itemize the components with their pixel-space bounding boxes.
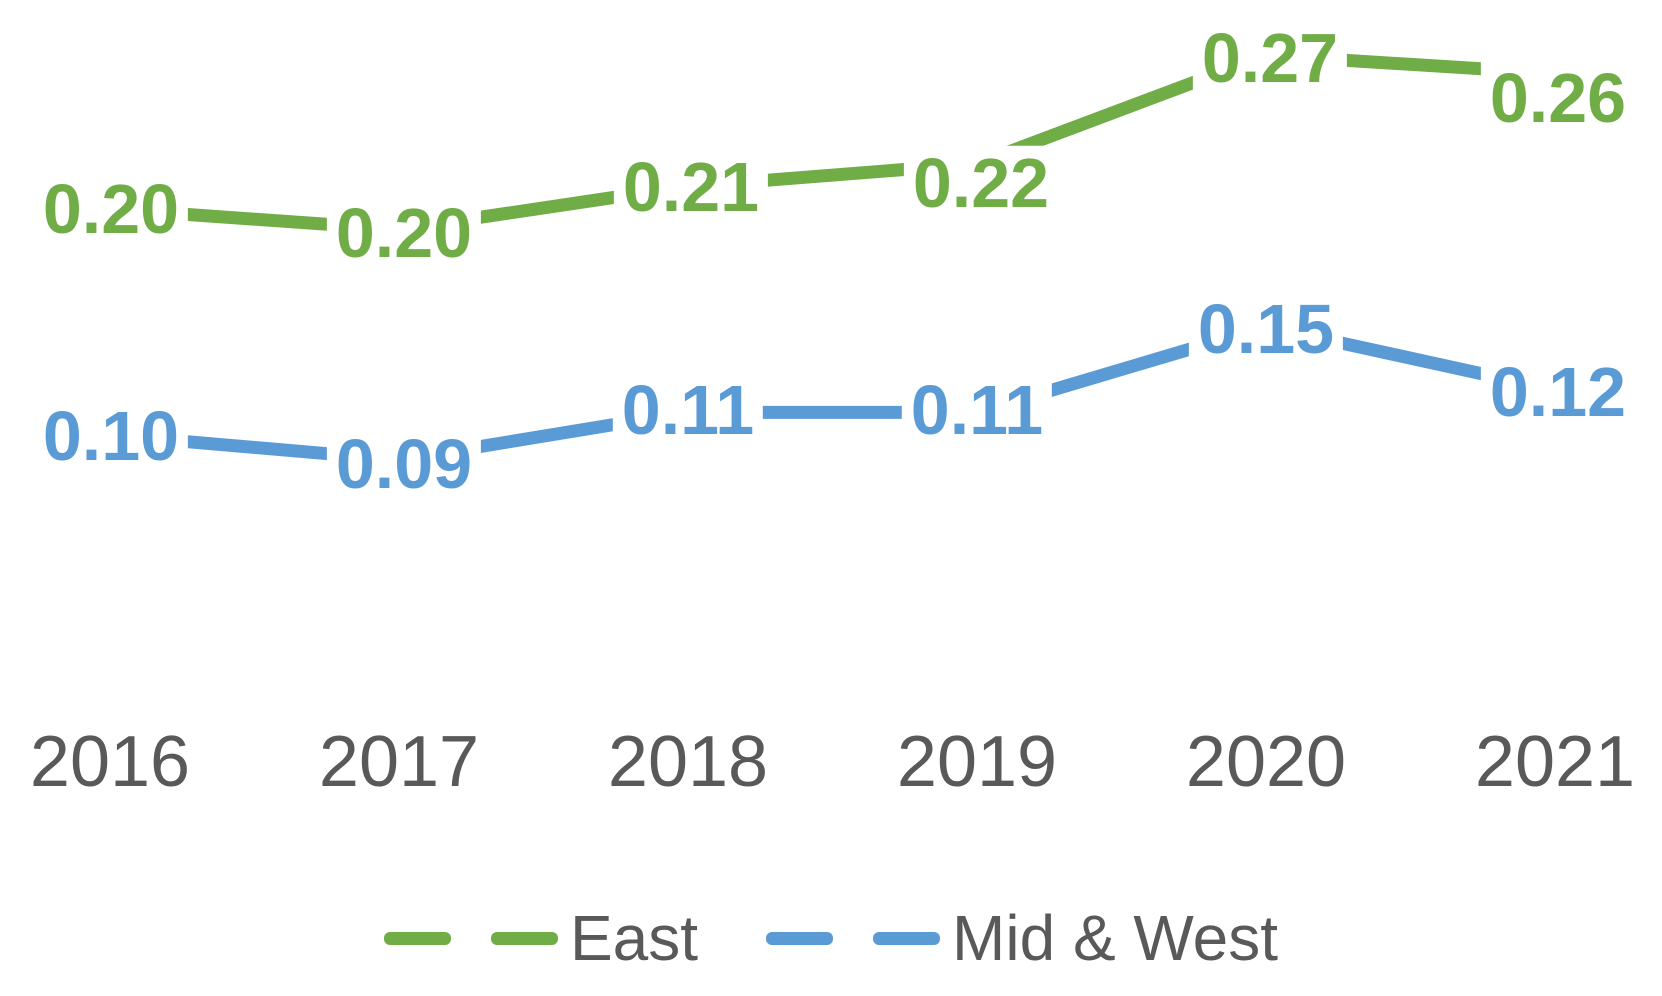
data-label-mid-west-2020: 0.15 <box>1188 291 1344 366</box>
data-label-east-2019: 0.22 <box>903 145 1059 221</box>
data-label-east-2016: 0.20 <box>33 171 189 247</box>
data-label-east-2018: 0.21 <box>613 150 769 225</box>
x-axis-label-2018: 2018 <box>607 722 769 802</box>
legend-dash-mid-west-icon <box>766 931 834 945</box>
legend-label-east: East <box>569 902 699 974</box>
x-axis-label-2021: 2021 <box>1474 722 1636 802</box>
legend-item-mid-west: Mid & West <box>766 906 1278 970</box>
x-axis-label-2019: 2019 <box>896 722 1058 802</box>
data-label-mid-west-2019: 0.11 <box>901 373 1053 448</box>
data-label-mid-west-2021: 0.12 <box>1480 354 1636 430</box>
legend-item-east: East <box>383 902 699 974</box>
x-axis-label-2017: 2017 <box>318 722 480 802</box>
data-label-east-2017: 0.20 <box>326 196 482 271</box>
legend-dash-mid-west-icon <box>873 931 941 945</box>
legend-dash-east-icon <box>490 931 558 945</box>
legend: East Mid & West <box>0 905 1662 971</box>
data-label-mid-west-2016: 0.10 <box>33 398 189 474</box>
x-axis-label-2020: 2020 <box>1185 722 1347 802</box>
data-label-mid-west-2018: 0.11 <box>612 373 764 448</box>
data-label-east-2021: 0.26 <box>1480 61 1636 136</box>
legend-label-mid-west: Mid & West <box>952 902 1279 974</box>
data-label-east-2020: 0.27 <box>1192 21 1348 96</box>
x-axis-label-2016: 2016 <box>29 722 191 802</box>
data-label-mid-west-2017: 0.09 <box>326 426 482 502</box>
legend-dash-east-icon <box>383 931 451 945</box>
